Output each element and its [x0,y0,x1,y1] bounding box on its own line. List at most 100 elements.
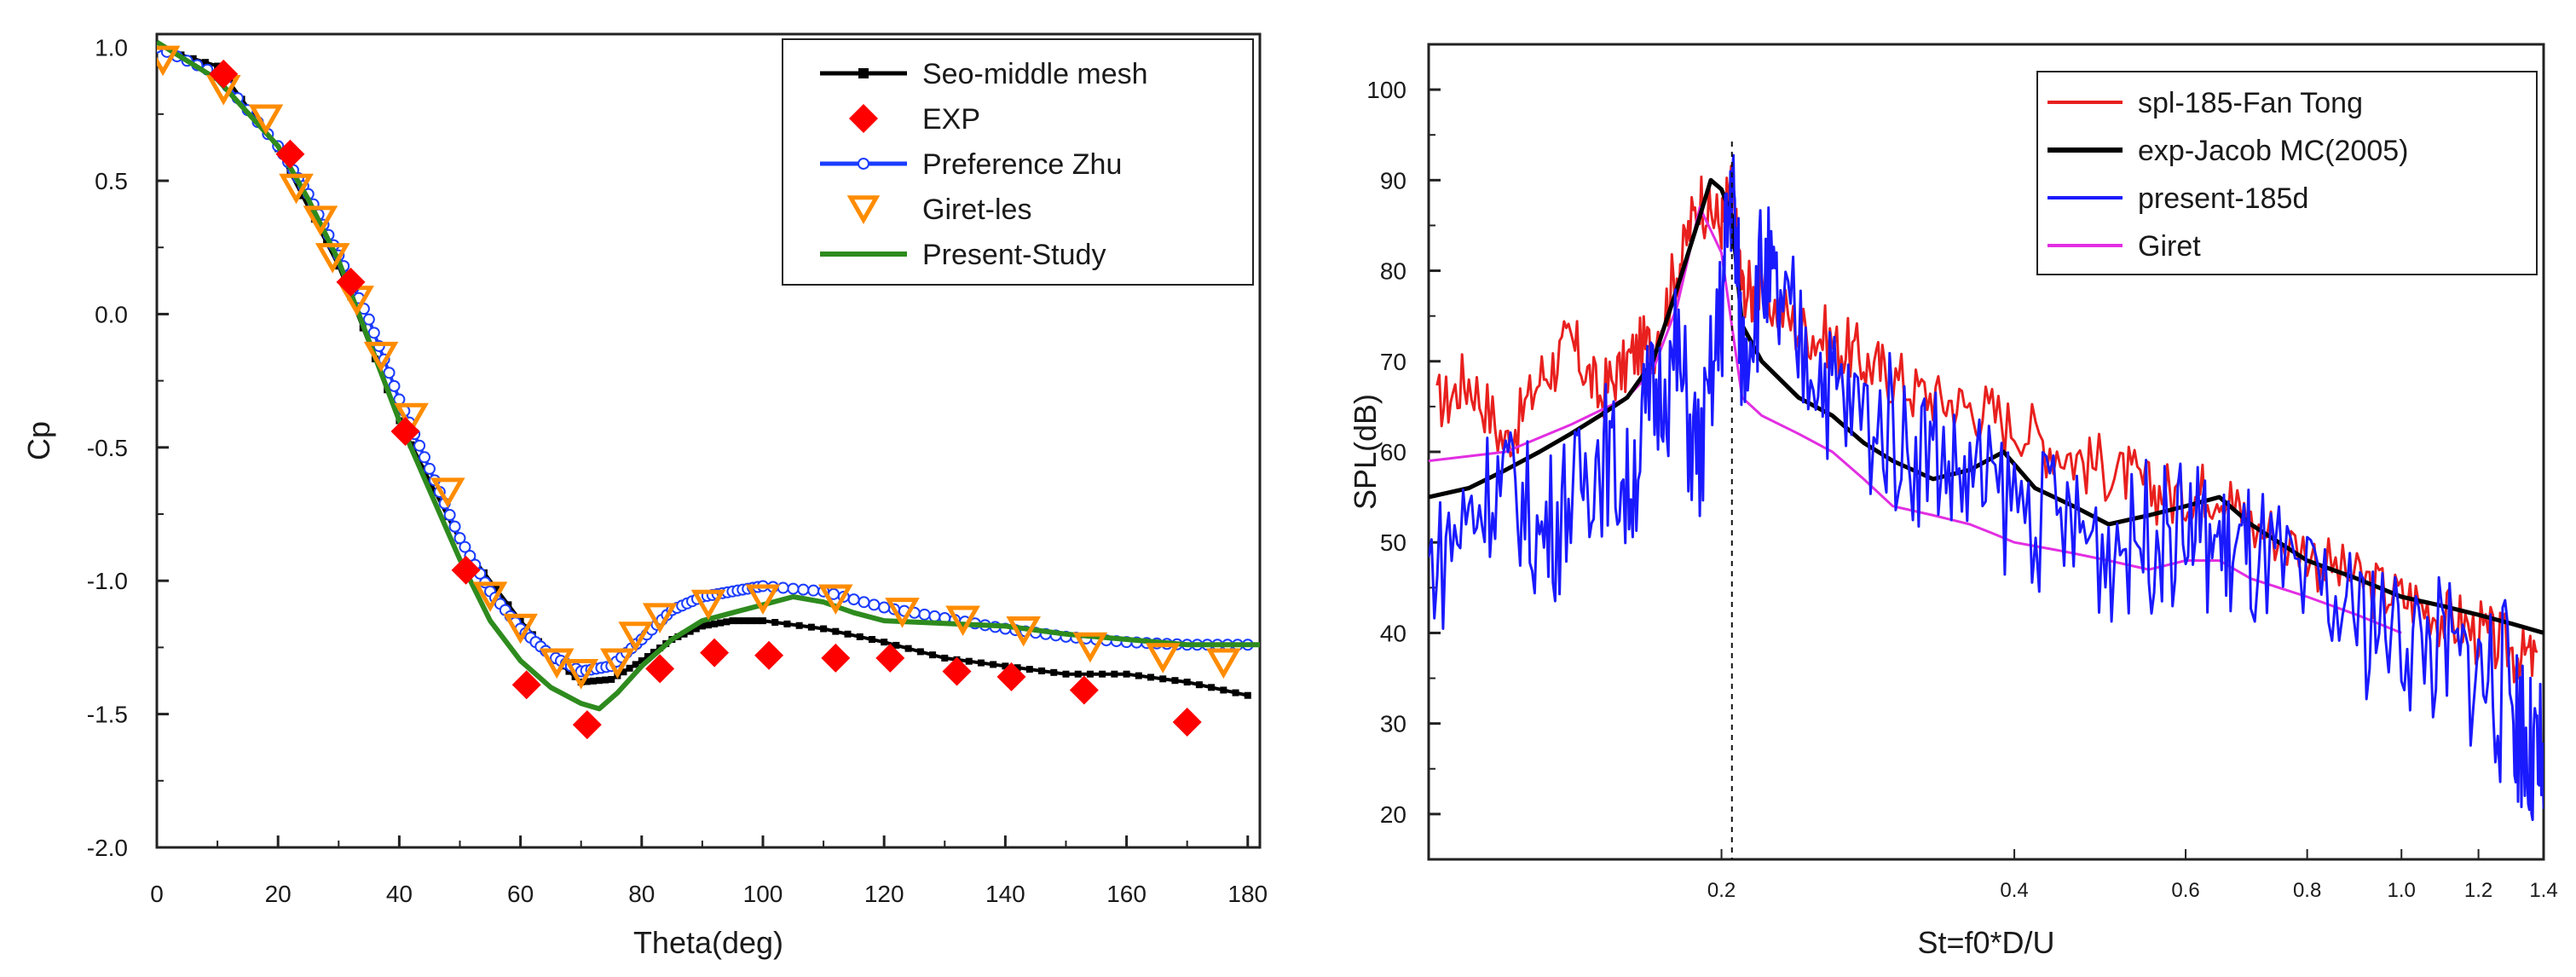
data-point [747,617,754,625]
x-tick-label: 140 [985,881,1025,907]
data-point [723,618,731,626]
data-point [1145,643,1181,673]
data-point [821,643,851,673]
data-point [892,641,900,649]
data-point [690,589,726,621]
data-point [645,654,675,684]
data-point [539,648,575,679]
data-point [393,393,406,406]
legend-label: Preference Zhu [922,148,1122,181]
data-point [1002,662,1009,670]
x-tick-labels: 0 20 40 60 80 100 120 140 160 180 [150,881,1268,907]
legend-label: present-185d [2138,182,2308,215]
series-line [1435,164,2538,684]
x-tick-label: 1.2 [2464,879,2492,902]
spl-vs-strouhal-chart: 0.2 0.4 0.6 0.8 1.0 1.2 1.4 20 30 40 50 60 70 80 90 10… [1348,43,2558,960]
data-point [336,267,366,297]
series-spl-185-fan-tong [1435,164,2538,684]
data-point [388,379,401,392]
data-point [394,402,429,434]
data-point [472,581,508,612]
data-point [916,648,924,656]
data-point [1086,670,1094,678]
legend: spl-185-Fan Tong exp-Jacob MC(2005) presen… [2036,71,2538,275]
data-point [735,617,742,625]
y-tick-label: 90 [1380,167,1406,194]
x-axis-title: St=f0*D/U [1917,925,2054,960]
cp-vs-theta-chart: 0 20 40 60 80 100 120 140 160 180 1.0 0.5 0.0 -0.5 -1… [21,32,1268,960]
x-tick-label: 0.6 [2171,879,2199,902]
x-tick-label: 120 [864,881,904,907]
series-present-study [157,39,1260,712]
data-point [602,676,609,684]
data-point [430,477,465,508]
data-point [741,617,748,625]
data-point [448,520,461,533]
data-point [275,139,305,169]
legend-box [2036,71,2538,275]
data-point [1232,689,1239,697]
data-point [1099,670,1106,678]
data-point [367,327,380,339]
data-point [1220,686,1227,694]
data-point [589,677,597,685]
data-point [642,603,678,633]
data-point [600,648,635,679]
data-point [1147,673,1155,681]
data-point [503,613,538,645]
data-point [323,239,331,246]
data-point [201,59,209,66]
data-point [279,173,314,205]
x-tick-label: 0.4 [2000,879,2028,902]
data-point [383,367,396,379]
data-point [965,657,973,665]
data-point [858,596,870,609]
data-point [904,645,912,652]
data-point [1074,670,1082,678]
series-line [157,39,1260,712]
data-point [753,617,760,625]
data-point [878,601,891,614]
data-point [990,661,997,668]
data-point [1159,675,1167,683]
y-tick-label: 30 [1380,711,1406,737]
legend-item: Preference Zhu [820,148,1122,181]
legend-label: Seo-middle mesh [922,58,1148,90]
x-tick-label: 100 [743,881,783,907]
data-point [1014,664,1021,672]
legend-item: Giret [2048,230,2201,263]
data-point [847,593,860,606]
x-tick-label: 0.8 [2293,879,2321,902]
data-point [1038,667,1046,674]
y-tick-label: 1.0 [95,35,128,61]
data-series [1429,153,2544,822]
legend-label: EXP [922,103,980,136]
x-tick-label: 60 [507,881,534,907]
data-point [1172,707,1202,737]
data-point [390,417,420,447]
x-tick-label: 20 [265,881,292,907]
y-axis-title: SPL(dB) [1348,394,1383,510]
x-tick-label: 160 [1106,881,1146,907]
data-point [563,659,599,690]
y-tick-labels: 1.0 0.5 0.0 -0.5 -1.0 -1.5 -2.0 [87,35,128,861]
data-point [362,313,375,326]
data-point [209,59,239,89]
data-point [1206,648,1241,679]
data-point [1062,670,1070,678]
legend-item: EXP [849,103,980,136]
data-point [928,610,941,622]
data-point [929,651,937,659]
legend-label: exp-Jacob MC(2005) [2138,135,2408,167]
data-point [729,617,736,625]
data-point [363,341,399,373]
series-line [1429,177,2544,635]
data-point [698,622,706,630]
x-tick-label: 1.0 [2388,879,2416,902]
y-tick-label: -2.0 [87,835,128,861]
data-point [572,710,602,740]
y-tick-label: -1.5 [87,702,128,728]
data-point [692,625,700,633]
data-point [459,541,471,553]
